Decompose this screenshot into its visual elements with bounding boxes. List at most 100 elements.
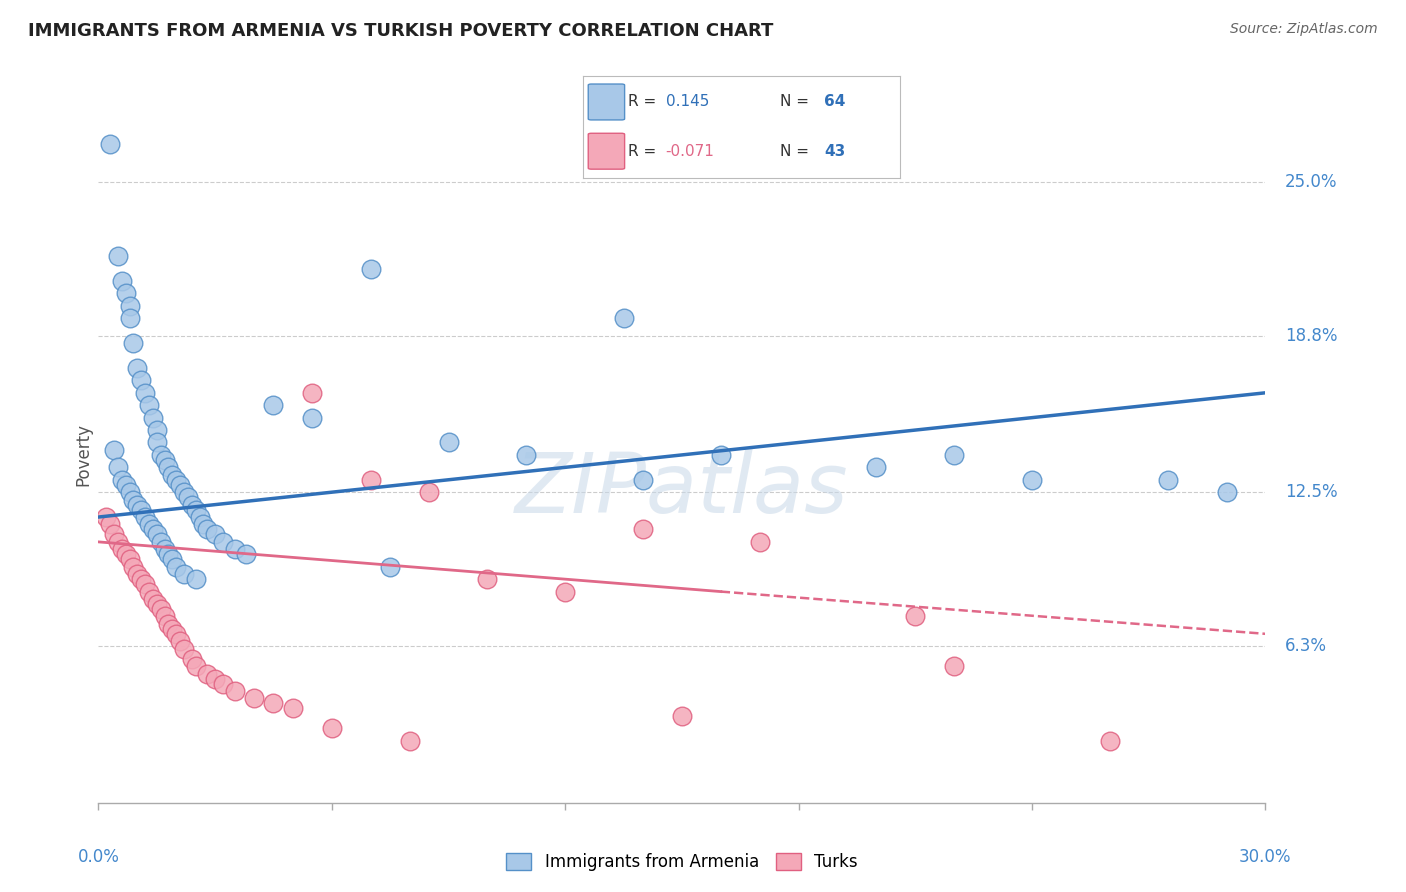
Point [212,535,235,549]
Point [149,602,172,616]
Point [204,527,226,541]
Point [118,485,141,500]
Point [107,460,129,475]
Point [184,659,207,673]
Point [129,502,152,516]
Point [173,485,195,500]
Point [554,584,576,599]
Text: 0.145: 0.145 [666,95,709,110]
Point [224,542,246,557]
Point [127,498,149,512]
Point [865,460,887,475]
Point [153,609,176,624]
Text: 18.8%: 18.8% [1285,326,1337,344]
FancyBboxPatch shape [588,133,624,169]
Point [169,477,191,491]
Point [118,311,141,326]
Point [904,609,927,624]
Point [195,523,218,537]
Point [149,535,172,549]
Point [129,572,152,586]
Point [188,510,211,524]
Point [111,473,134,487]
Point [262,697,284,711]
Point [378,559,402,574]
Text: 6.3%: 6.3% [1285,637,1327,656]
Point [165,473,187,487]
Point [515,448,537,462]
Text: 43: 43 [824,144,845,159]
Point [122,559,145,574]
Point [107,249,129,263]
Point [748,535,770,549]
Text: R =: R = [627,144,657,159]
Point [134,510,156,524]
Point [301,410,323,425]
Text: 64: 64 [824,95,845,110]
Point [122,336,145,351]
Point [114,477,136,491]
Point [118,299,141,313]
Text: R =: R = [627,95,657,110]
Point [118,552,141,566]
FancyBboxPatch shape [588,84,624,120]
Point [134,385,156,400]
Point [162,467,184,482]
Legend: Immigrants from Armenia, Turks: Immigrants from Armenia, Turks [499,847,865,878]
Text: Source: ZipAtlas.com: Source: ZipAtlas.com [1230,22,1378,37]
Point [243,691,266,706]
Point [107,535,129,549]
Point [138,517,160,532]
Point [224,684,246,698]
Point [146,423,169,437]
Point [173,641,195,656]
Point [146,527,169,541]
Point [142,410,165,425]
Point [301,385,323,400]
Point [114,286,136,301]
Point [138,584,160,599]
Point [103,442,125,457]
Point [631,523,654,537]
Point [1021,473,1043,487]
Point [165,627,187,641]
Point [149,448,172,462]
Point [235,547,257,561]
Point [103,527,125,541]
Point [146,435,169,450]
Text: N =: N = [779,144,808,159]
Point [162,552,184,566]
Point [98,517,121,532]
Point [262,398,284,412]
Point [114,547,136,561]
Point [98,137,121,152]
Point [418,485,440,500]
Point [943,448,966,462]
Point [612,311,634,326]
Point [157,460,180,475]
Point [204,672,226,686]
Point [671,708,693,723]
Point [437,435,460,450]
Text: -0.071: -0.071 [666,144,714,159]
Point [180,651,202,665]
Point [146,597,169,611]
Point [153,453,176,467]
Point [157,616,180,631]
Point [943,659,966,673]
Point [184,502,207,516]
Point [138,398,160,412]
Point [122,492,145,507]
Point [96,510,118,524]
Point [321,721,343,735]
Point [631,473,654,487]
Point [153,542,176,557]
Text: 25.0%: 25.0% [1285,172,1337,191]
Point [142,523,165,537]
Point [1215,485,1237,500]
Point [360,473,382,487]
Y-axis label: Poverty: Poverty [75,424,93,486]
Text: 0.0%: 0.0% [77,847,120,865]
Point [184,572,207,586]
Point [212,676,235,690]
